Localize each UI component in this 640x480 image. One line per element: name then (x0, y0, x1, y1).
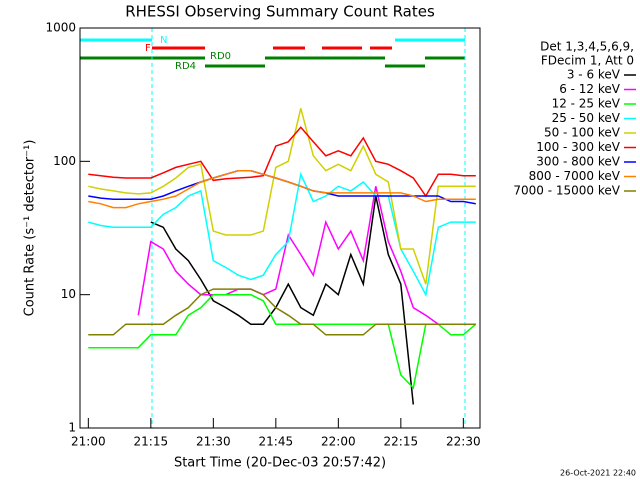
legend-header: FDecim 1, Att 0 (541, 54, 634, 68)
annotation: F (145, 43, 151, 54)
series-line (88, 108, 476, 285)
legend-label: 12 - 25 keV (552, 97, 621, 111)
x-tick-label: 22:30 (446, 435, 481, 449)
annotation: N (160, 35, 167, 46)
series-line (88, 126, 476, 198)
x-tick-label: 21:30 (196, 435, 231, 449)
plot-area (88, 108, 477, 405)
legend-header: Det 1,3,4,5,6,9, (540, 40, 634, 54)
series-line (88, 171, 476, 297)
x-tick-label: 21:15 (134, 435, 169, 449)
series-line (137, 186, 476, 325)
chart-title: RHESSI Observing Summary Count Rates (125, 3, 435, 21)
y-axis-label: Count Rate (s⁻¹ detector⁻¹) (23, 140, 38, 317)
series-line (88, 169, 476, 209)
x-tick-label: 22:15 (384, 435, 419, 449)
legend-label: 3 - 6 keV (567, 68, 621, 82)
legend-label: 50 - 100 keV (544, 126, 621, 140)
series-line (88, 293, 477, 390)
y-tick-label: 10 (61, 287, 76, 301)
legend-label: 300 - 800 keV (536, 155, 620, 169)
annotation: RD0 (210, 51, 231, 62)
x-tick-label: 21:00 (71, 435, 106, 449)
legend-label: 25 - 50 keV (552, 111, 621, 125)
legend-label: 6 - 12 keV (559, 82, 621, 96)
annotation: RD4 (175, 61, 196, 72)
y-tick-label: 1000 (45, 21, 76, 35)
series-line (88, 288, 476, 336)
x-tick-label: 22:00 (321, 435, 356, 449)
legend-label: 7000 - 15000 keV (513, 184, 620, 198)
plot-frame (79, 27, 481, 429)
y-tick-label: 1 (68, 421, 76, 435)
x-axis-label: Start Time (20-Dec-03 20:57:42) (174, 456, 386, 471)
date-stamp: 26-Oct-2021 22:40 (560, 469, 636, 478)
legend-label: 800 - 7000 keV (529, 169, 621, 183)
y-tick-label: 100 (53, 154, 76, 168)
legend-label: 100 - 300 keV (536, 140, 620, 154)
x-tick-label: 21:45 (259, 435, 294, 449)
series-line (150, 195, 415, 405)
status-bars (80, 38, 465, 68)
